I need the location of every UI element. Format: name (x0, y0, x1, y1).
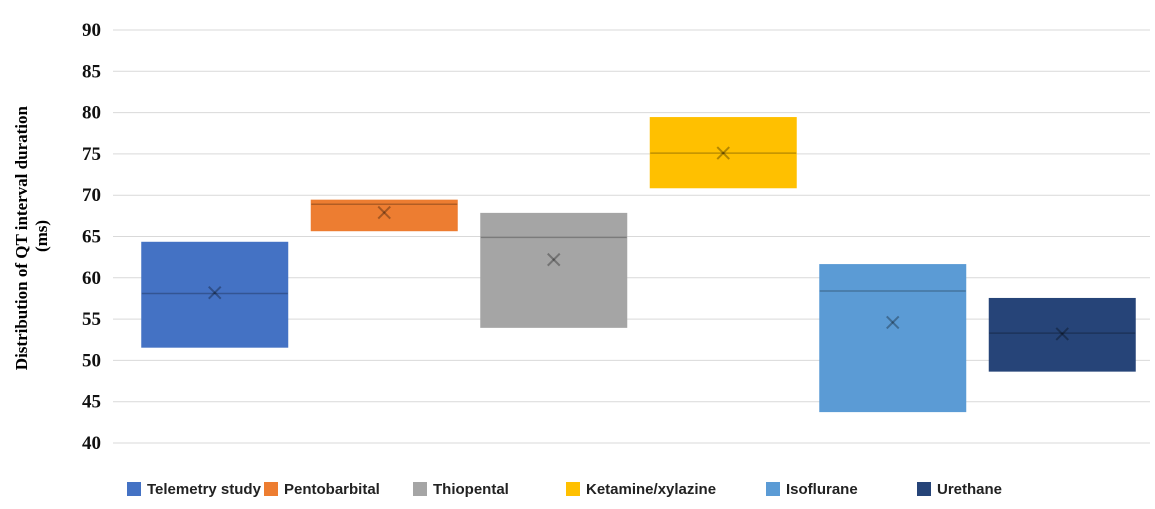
mean-marker-stroke-a (377, 205, 391, 220)
mean-marker (716, 146, 730, 160)
y-axis-label-line2: (ms) (32, 220, 51, 252)
legend-swatch (127, 482, 141, 496)
box-isoflurane (819, 264, 967, 413)
y-tick-label: 75 (82, 144, 101, 165)
mean-marker-stroke-a (1055, 327, 1069, 341)
box-series (141, 117, 1136, 413)
legend-item: Isoflurane (766, 481, 858, 498)
y-tick-label: 40 (82, 433, 101, 454)
legend-label: Urethane (937, 481, 1002, 498)
mean-marker-stroke-b (377, 205, 391, 220)
box-rect (819, 264, 967, 413)
y-tick-label: 70 (82, 185, 101, 206)
legend-swatch (264, 482, 278, 496)
legend-item: Telemetry study (127, 481, 262, 498)
mean-marker (886, 315, 900, 330)
legend-swatch (766, 482, 780, 496)
box-pentobarbital (310, 199, 458, 232)
y-tick-label: 65 (82, 227, 101, 248)
mean-marker (208, 285, 222, 300)
mean-marker (377, 205, 391, 220)
legend-item: Urethane (917, 481, 1002, 498)
y-tick-label: 45 (82, 392, 101, 413)
legend-label: Thiopental (433, 481, 509, 498)
y-tick-label: 85 (82, 61, 101, 82)
mean-marker-stroke-b (208, 285, 222, 300)
legend-swatch (413, 482, 427, 496)
mean-marker-stroke-a (886, 315, 900, 330)
legend-item: Pentobarbital (264, 481, 380, 498)
mean-marker (1055, 327, 1069, 341)
mean-marker-stroke-b (547, 252, 561, 267)
legend-label: Ketamine/xylazine (586, 481, 716, 498)
y-axis-label: Distribution of QT interval duration (ms… (12, 102, 51, 370)
mean-marker-stroke-a (716, 146, 730, 160)
mean-marker-stroke-a (547, 252, 561, 267)
box-telemetry-study (141, 241, 289, 348)
y-tick-label: 90 (82, 20, 101, 41)
y-tick-label: 50 (82, 350, 101, 371)
legend-swatch (566, 482, 580, 496)
y-axis-ticks: 90 85 80 75 70 65 60 55 50 45 40 (82, 20, 101, 454)
mean-marker-stroke-b (716, 146, 730, 160)
legend-swatch (917, 482, 931, 496)
legend: Telemetry study Pentobarbital Thiopental Ke… (127, 481, 1002, 498)
legend-label: Pentobarbital (284, 481, 380, 498)
mean-marker-stroke-b (886, 315, 900, 330)
box-rect (649, 117, 797, 189)
box-rect (310, 199, 458, 232)
y-axis-label-line1: Distribution of QT interval duration (12, 106, 31, 371)
y-tick-label: 60 (82, 268, 101, 289)
box-thiopental (480, 212, 628, 328)
legend-item: Thiopental (413, 481, 509, 498)
box-rect (141, 241, 289, 348)
mean-marker-stroke-a (208, 285, 222, 300)
box-urethane (988, 297, 1136, 372)
legend-item: Ketamine/xylazine (566, 481, 716, 498)
gridlines (113, 29, 1150, 444)
box-rect (988, 297, 1136, 372)
legend-label: Isoflurane (786, 481, 858, 498)
mean-marker (547, 252, 561, 267)
y-tick-label: 80 (82, 103, 101, 124)
legend-label: Telemetry study (147, 481, 262, 498)
box-ketamine-xylazine (649, 117, 797, 189)
box-rect (480, 212, 628, 328)
y-tick-label: 55 (82, 309, 101, 330)
mean-marker-stroke-b (1055, 327, 1069, 341)
